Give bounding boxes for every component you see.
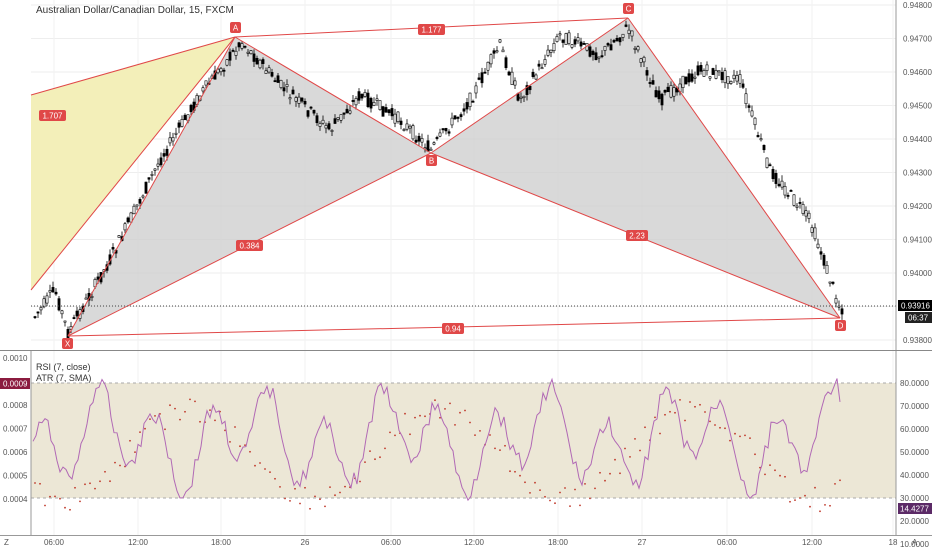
- rsi-tick: 60.0000: [900, 425, 929, 434]
- time-axis[interactable]: 06:00 12:00 18:00 26 06:00 12:00 18:00 27 06:00 1…: [44, 538, 898, 547]
- chart-title: Australian Dollar/Canadian Dollar, 15, F…: [36, 5, 234, 16]
- price-tick: 0.94200: [903, 202, 932, 211]
- time-tick: 06:00: [381, 538, 402, 547]
- ratio-label-223: 2.23: [626, 230, 648, 241]
- atr-dots: [34, 398, 841, 513]
- ratio-labels: 1.707 1.177 0.384 2.23 0.94: [39, 24, 648, 334]
- rsi-tick: 50.0000: [900, 448, 929, 457]
- time-tick: 27: [638, 538, 647, 547]
- time-tick: 18:00: [548, 538, 569, 547]
- atr-tick: 0.0010: [3, 354, 28, 363]
- time-tick: 06:00: [44, 538, 65, 547]
- price-tick: 0.94000: [903, 269, 932, 278]
- rsi-line: [32, 377, 841, 502]
- ratio-label-1177: 1.177: [418, 24, 445, 35]
- atr-tick: 0.0004: [3, 495, 28, 504]
- time-tick: 26: [301, 538, 310, 547]
- atr-value-badge: 0.0009: [0, 378, 30, 389]
- price-tick: 0.94700: [903, 35, 932, 44]
- extension-line-upper: [30, 36, 236, 96]
- atr-tick: 0.0007: [3, 425, 28, 434]
- svg-text:0.0009: 0.0009: [3, 380, 28, 389]
- rsi-tick: 10.0000: [900, 540, 929, 549]
- atr-tick: 0.0005: [3, 472, 28, 481]
- svg-text:X: X: [65, 340, 71, 349]
- svg-text:0.94: 0.94: [445, 325, 461, 334]
- atr-axis[interactable]: 0.0010 0.0009 0.0008 0.0007 0.0006 0.0005 0.00…: [3, 354, 28, 504]
- svg-text:1.707: 1.707: [42, 112, 63, 121]
- price-tick: 0.94300: [903, 169, 932, 178]
- price-axis[interactable]: 0.94800 0.94700 0.94600 0.94500 0.94400 0.943…: [903, 1, 932, 345]
- extension-line-lower: [30, 36, 236, 291]
- pattern-point-labels: X A B C D: [62, 3, 846, 349]
- time-axis-right-label: A: [912, 538, 918, 547]
- rsi-value-badge: 14.4277: [898, 503, 932, 514]
- price-tick: 0.94500: [903, 102, 932, 111]
- price-tick: 0.94600: [903, 68, 932, 77]
- atr-tick: 0.0006: [3, 448, 28, 457]
- ratio-label-094: 0.94: [442, 323, 464, 334]
- time-tick: 12:00: [464, 538, 485, 547]
- ratio-label-1707: 1.707: [39, 110, 66, 121]
- price-tick: 0.94800: [903, 1, 932, 10]
- point-label-d: D: [835, 320, 846, 331]
- svg-text:1.177: 1.177: [421, 26, 442, 35]
- svg-text:B: B: [429, 157, 434, 166]
- point-label-x: X: [62, 338, 73, 349]
- rsi-tick: 40.0000: [900, 471, 929, 480]
- indicator-pane[interactable]: 0.0010 0.0009 0.0008 0.0007 0.0006 0.0005 0.00…: [0, 351, 932, 549]
- svg-text:A: A: [233, 24, 239, 33]
- pattern-xab-fill: [68, 37, 431, 336]
- rsi-label: RSI (7, close): [36, 362, 91, 372]
- time-tick: 12:00: [128, 538, 149, 547]
- rsi-axis[interactable]: 80.0000 70.0000 60.0000 50.0000 40.0000 30.00…: [900, 379, 929, 549]
- time-axis-corner: Z: [4, 538, 9, 547]
- rsi-tick: 20.0000: [900, 517, 929, 526]
- svg-text:0.384: 0.384: [239, 242, 260, 251]
- svg-text:2.23: 2.23: [629, 232, 645, 241]
- price-tick: 0.94100: [903, 236, 932, 245]
- atr-tick: 0.0008: [3, 401, 28, 410]
- svg-text:06:37: 06:37: [908, 314, 929, 323]
- svg-text:14.4277: 14.4277: [900, 505, 929, 514]
- atr-label: ATR (7, SMA): [36, 373, 92, 383]
- rsi-tick: 70.0000: [900, 402, 929, 411]
- price-tick: 0.94400: [903, 135, 932, 144]
- rsi-tick: 80.0000: [900, 379, 929, 388]
- last-price-badge: 0.93916 06:37: [898, 300, 932, 323]
- point-label-a: A: [230, 22, 241, 33]
- ratio-label-0384: 0.384: [236, 240, 263, 251]
- time-tick: 12:00: [802, 538, 823, 547]
- time-tick: 06:00: [717, 538, 738, 547]
- rsi-band: [31, 383, 896, 498]
- price-tick: 0.93800: [903, 336, 932, 345]
- svg-text:D: D: [838, 322, 844, 331]
- point-label-b: B: [426, 155, 437, 166]
- svg-text:0.93916: 0.93916: [901, 302, 930, 311]
- time-tick: 18:00: [211, 538, 232, 547]
- pattern-bcd-fill: [431, 18, 840, 318]
- point-label-c: C: [623, 3, 634, 14]
- svg-text:C: C: [626, 5, 632, 14]
- time-tick: 18: [889, 538, 898, 547]
- rsi-tick: 30.0000: [900, 494, 929, 503]
